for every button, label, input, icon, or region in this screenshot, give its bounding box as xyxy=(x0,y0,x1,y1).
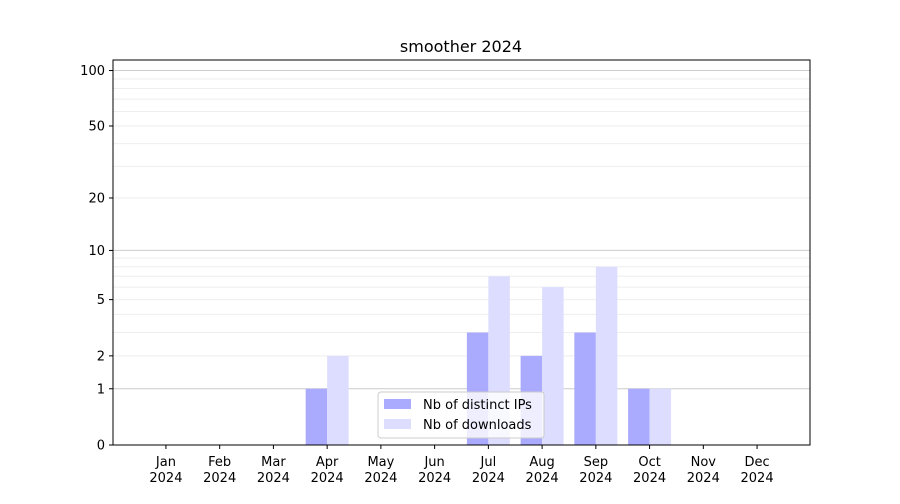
x-tick-label: Jun 2024 xyxy=(418,455,451,486)
bar-distinct-ips xyxy=(628,388,650,445)
legend-box xyxy=(377,391,545,439)
plot-frame xyxy=(112,59,811,446)
bar-downloads xyxy=(649,388,672,445)
legend-swatch xyxy=(384,399,411,409)
y-tick-label: 1 xyxy=(97,382,105,397)
bar-downloads xyxy=(595,266,618,445)
legend-swatch xyxy=(384,419,411,429)
x-tick-label: Oct 2024 xyxy=(633,455,666,486)
y-tick-label: 50 xyxy=(88,119,105,134)
y-tick-label: 0 xyxy=(97,439,105,454)
x-tick-label: Jan 2024 xyxy=(149,455,182,486)
x-tick-label: Sep 2024 xyxy=(579,455,612,486)
y-tick-label: 100 xyxy=(80,64,105,79)
x-tick-label: Aug 2024 xyxy=(526,455,559,486)
bar-distinct-ips xyxy=(574,332,596,445)
y-tick-label: 2 xyxy=(97,349,105,364)
y-tick-label: 20 xyxy=(88,191,105,206)
legend: Nb of distinct IPs Nb of downloads xyxy=(377,391,545,439)
y-tick-label: 10 xyxy=(88,244,105,259)
x-tick-label: Feb 2024 xyxy=(203,455,236,486)
bar-distinct-ips xyxy=(305,388,328,445)
y-tick-label: 5 xyxy=(97,293,105,308)
chart-title: smoother 2024 xyxy=(400,37,522,56)
legend-label: Nb of downloads xyxy=(423,418,532,433)
bar-downloads xyxy=(542,287,564,445)
x-tick-label: Mar 2024 xyxy=(257,455,290,486)
legend-label: Nb of distinct IPs xyxy=(423,398,532,413)
bar-downloads xyxy=(327,355,349,445)
x-tick-label: Nov 2024 xyxy=(687,455,720,486)
x-tick-label: May 2024 xyxy=(364,455,397,486)
x-tick-label: Dec 2024 xyxy=(741,455,774,486)
x-tick-label: Jul 2024 xyxy=(472,455,505,486)
x-tick-label: Apr 2024 xyxy=(311,455,344,486)
